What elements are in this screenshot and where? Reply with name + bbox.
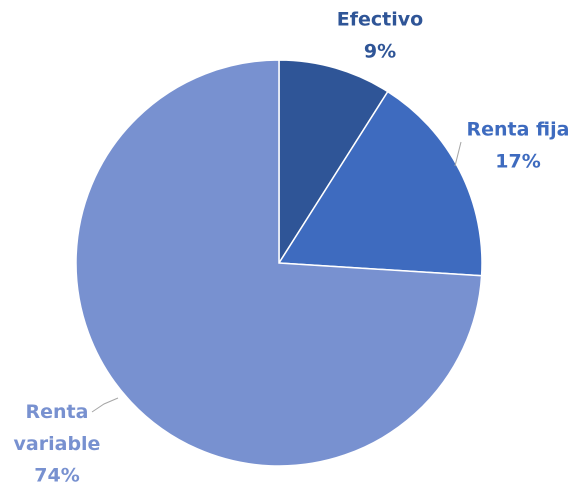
slice-value-label: 9% xyxy=(364,41,396,63)
pie-slice xyxy=(277,90,483,277)
slice-label: Renta fija xyxy=(467,119,570,141)
pie-slice xyxy=(75,59,483,467)
leader-line xyxy=(454,141,462,167)
leader-line xyxy=(91,397,119,413)
slice-value-label: 74% xyxy=(34,465,79,487)
slice-label: Efectivo xyxy=(337,9,423,31)
pie-slice xyxy=(278,59,389,266)
slice-label: Renta variable xyxy=(14,401,101,455)
slice-value-label: 17% xyxy=(495,151,540,173)
